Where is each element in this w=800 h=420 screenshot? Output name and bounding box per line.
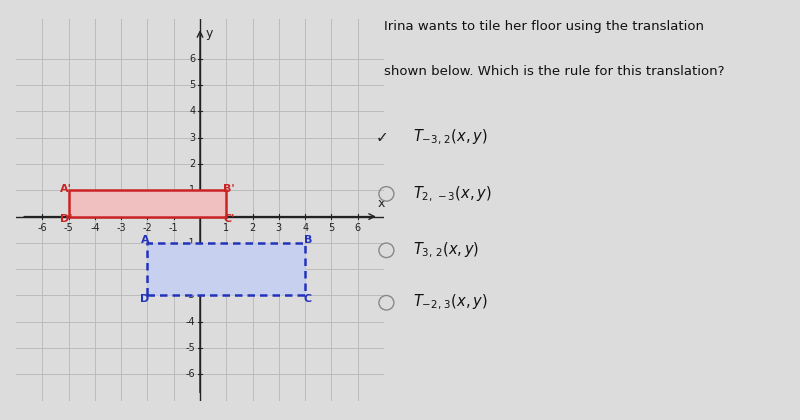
Text: $T_{2,\,-3}(x, y)$: $T_{2,\,-3}(x, y)$ — [414, 184, 492, 204]
Bar — [147, 243, 305, 295]
Text: Irina wants to tile her floor using the translation: Irina wants to tile her floor using the … — [384, 21, 704, 34]
Text: 5: 5 — [189, 80, 195, 90]
Text: D': D' — [60, 214, 72, 224]
Text: $T_{-2,\,3}(x, y)$: $T_{-2,\,3}(x, y)$ — [414, 293, 488, 312]
Text: -5: -5 — [186, 343, 195, 353]
Text: -6: -6 — [186, 369, 195, 379]
Text: C': C' — [223, 214, 234, 224]
Text: D: D — [140, 294, 150, 304]
Text: 6: 6 — [189, 54, 195, 64]
Text: 4: 4 — [302, 223, 308, 233]
Text: -3: -3 — [116, 223, 126, 233]
Text: -6: -6 — [38, 223, 47, 233]
Text: ✓: ✓ — [376, 130, 389, 145]
Text: -2: -2 — [142, 223, 152, 233]
Text: C: C — [304, 294, 312, 304]
Text: A: A — [141, 235, 149, 245]
Text: $T_{3,\,2}(x, y)$: $T_{3,\,2}(x, y)$ — [414, 241, 480, 260]
Text: -1: -1 — [169, 223, 178, 233]
Text: 3: 3 — [189, 133, 195, 143]
Text: shown below. Which is the rule for this translation?: shown below. Which is the rule for this … — [384, 65, 725, 78]
Text: 3: 3 — [276, 223, 282, 233]
Text: 6: 6 — [354, 223, 361, 233]
Text: 5: 5 — [328, 223, 334, 233]
Text: -2: -2 — [186, 264, 195, 274]
Text: B': B' — [223, 184, 234, 194]
Text: 1: 1 — [189, 185, 195, 195]
Text: A': A' — [60, 184, 72, 194]
Text: -4: -4 — [90, 223, 100, 233]
Text: 2: 2 — [250, 223, 256, 233]
Text: x: x — [378, 197, 385, 210]
Text: -4: -4 — [186, 317, 195, 327]
Text: -3: -3 — [186, 290, 195, 300]
Text: 1: 1 — [223, 223, 230, 233]
Text: 4: 4 — [189, 106, 195, 116]
Text: B: B — [303, 235, 312, 245]
Text: y: y — [206, 27, 213, 40]
Text: 2: 2 — [189, 159, 195, 169]
Text: -1: -1 — [186, 238, 195, 248]
Text: -5: -5 — [64, 223, 74, 233]
Bar — [69, 190, 226, 217]
Text: $T_{-3,\,2}(x, y)$: $T_{-3,\,2}(x, y)$ — [414, 128, 488, 147]
